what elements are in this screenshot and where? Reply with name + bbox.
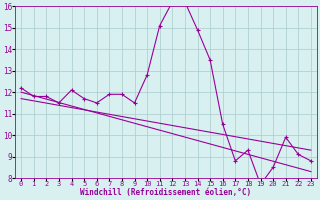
X-axis label: Windchill (Refroidissement éolien,°C): Windchill (Refroidissement éolien,°C) — [80, 188, 252, 197]
